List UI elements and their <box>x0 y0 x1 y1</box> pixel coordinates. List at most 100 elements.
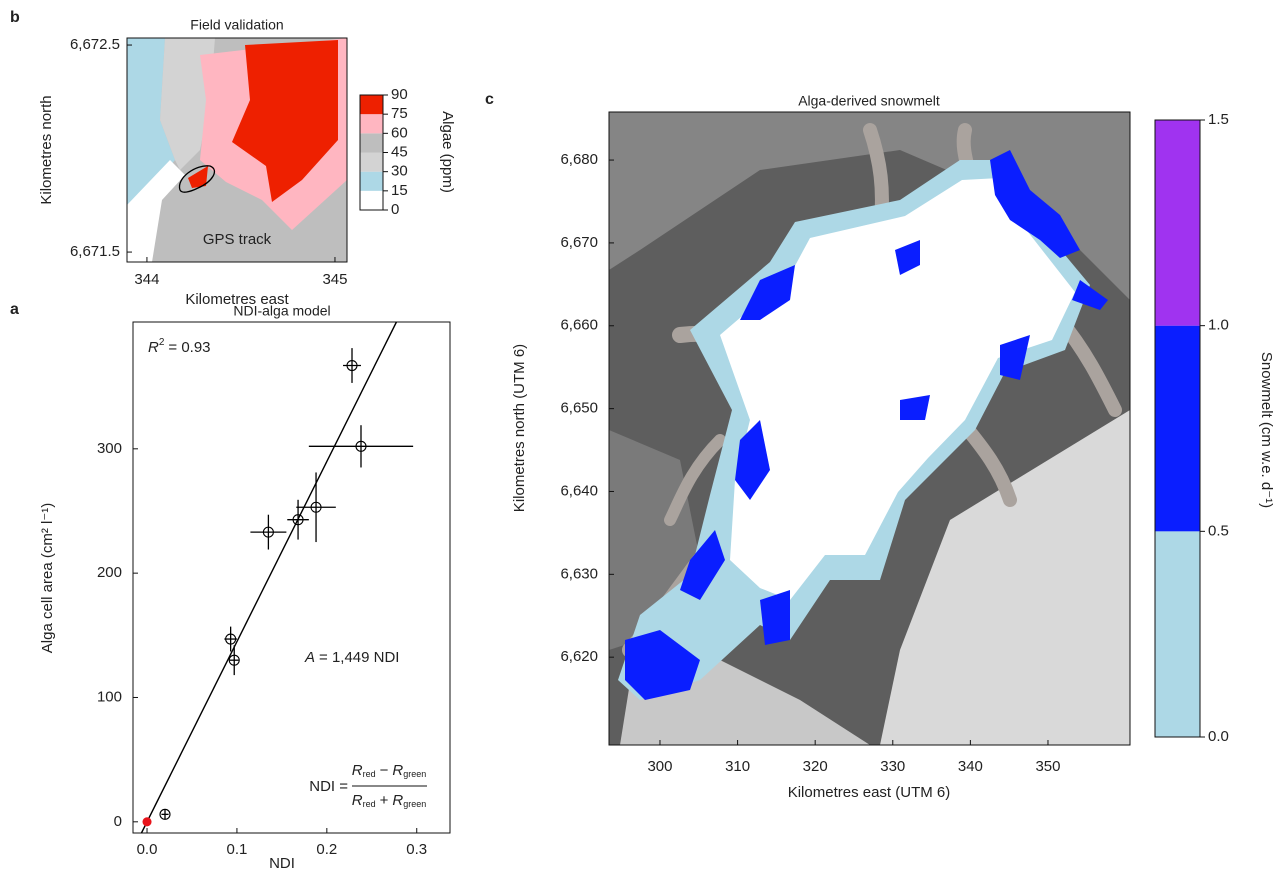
x-tick-label: 320 <box>803 758 828 775</box>
map-melt <box>680 530 725 600</box>
y-tick-label: 6,672.5 <box>70 36 120 53</box>
y-axis-label: Kilometres north <box>38 95 55 204</box>
y-tick-label: 6,680 <box>560 151 598 168</box>
colorbar-tick-label: 30 <box>391 163 408 180</box>
x-axis-label: Kilometres east (UTM 6) <box>788 784 951 801</box>
map-melt <box>1072 280 1108 310</box>
formula-denominator-part: R <box>352 792 363 809</box>
formula-lhs: NDI = <box>309 778 348 795</box>
map-fog <box>880 410 1130 745</box>
colorbar-label: Algae (ppm) <box>439 111 456 193</box>
data-point <box>159 808 171 820</box>
data-point <box>262 526 274 538</box>
map-melt <box>900 395 930 420</box>
colorbar-bin <box>360 190 383 210</box>
colorbar-bin <box>1155 120 1200 326</box>
colorbar-bin <box>360 152 383 172</box>
field-map <box>127 38 347 262</box>
annotation: GPS track <box>203 231 272 248</box>
x-axis-label: NDI <box>269 855 295 872</box>
x-tick-label: 0.1 <box>226 841 247 858</box>
map-region <box>160 38 215 170</box>
y-tick-label: 6,660 <box>560 317 598 334</box>
formula-denominator-part: green <box>403 799 426 809</box>
colorbar-tick-label: 1.5 <box>1208 111 1229 128</box>
glacier-tongue <box>664 434 726 526</box>
x-tick-label: 300 <box>647 758 672 775</box>
map-region <box>127 160 185 262</box>
map-melt <box>895 240 920 275</box>
x-tick-label: 330 <box>880 758 905 775</box>
fit-line <box>140 321 398 834</box>
colorbar-bin <box>360 95 383 115</box>
colorbar-frame <box>1154 119 1201 738</box>
colorbar-tick-label: 60 <box>391 124 408 141</box>
data-point <box>225 633 237 645</box>
y-tick-label: 6,620 <box>560 648 598 665</box>
map-melt <box>760 590 790 645</box>
colorbar-tick-label: 75 <box>391 105 408 122</box>
y-tick-label: 100 <box>97 688 122 705</box>
map-melt-high <box>625 150 1108 700</box>
map-region <box>232 40 338 202</box>
data-point <box>142 817 152 827</box>
map-region <box>188 166 208 188</box>
colorbar-tick-label: 0.0 <box>1208 728 1229 745</box>
colorbar-bin <box>360 133 383 153</box>
formula-denominator: Rred + Rgreen <box>352 792 427 809</box>
r2-label-part: = 0.93 <box>168 339 210 356</box>
data-point <box>292 514 304 526</box>
y-tick-label: 6,671.5 <box>70 243 120 260</box>
plot-frame <box>126 37 348 263</box>
x-tick-label: 350 <box>1035 758 1060 775</box>
formula-numerator-part: − <box>380 762 389 779</box>
gps-track <box>178 165 215 193</box>
formula-numerator-part: red <box>363 769 376 779</box>
x-tick-label: 0.0 <box>137 841 158 858</box>
colorbar-tick-label: 0 <box>391 201 399 218</box>
formula-numerator-part: green <box>403 769 426 779</box>
fit-label-part: = 1,449 NDI <box>319 649 399 666</box>
map-melt <box>625 630 700 700</box>
colorbar-tick-label: 90 <box>391 86 408 103</box>
r2-label: R2 = 0.93 <box>148 337 211 356</box>
map-terrain <box>609 430 700 650</box>
map-melt <box>1000 335 1030 380</box>
y-tick-label: 6,650 <box>560 400 598 417</box>
chart-title: Alga-derived snowmelt <box>798 93 940 109</box>
y-axis-label: Alga cell area (cm² l⁻¹) <box>39 503 56 653</box>
snowmelt-map <box>609 112 1130 745</box>
x-tick-label: 0.3 <box>406 841 427 858</box>
colorbar-tick-label: 1.0 <box>1208 317 1229 334</box>
x-tick-label: 310 <box>725 758 750 775</box>
chart-title: Field validation <box>190 17 283 33</box>
r2-label-part: R <box>148 339 159 356</box>
formula-numerator-part: R <box>352 762 363 779</box>
map-melt <box>735 420 770 500</box>
x-tick-label: 344 <box>134 271 159 288</box>
chart-title: NDI-alga model <box>233 303 330 319</box>
y-tick-label: 300 <box>97 440 122 457</box>
formula-numerator: Rred − Rgreen <box>352 762 427 779</box>
data-point <box>355 440 367 452</box>
formula-denominator-part: red <box>363 799 376 809</box>
x-tick-label: 345 <box>322 271 347 288</box>
plot-frame <box>132 321 451 834</box>
y-tick-label: 200 <box>97 564 122 581</box>
x-tick-label: 0.2 <box>316 841 337 858</box>
x-axis-label: Kilometres east <box>185 291 289 308</box>
colorbar-bin <box>360 171 383 191</box>
colorbar-tick-label: 15 <box>391 182 408 199</box>
fit-label: A = 1,449 NDI <box>304 649 399 666</box>
data-point <box>228 654 240 666</box>
colorbar-tick-label: 0.5 <box>1208 522 1229 539</box>
colorbar-label: Snowmelt (cm w.e. d⁻¹) <box>1258 352 1275 508</box>
x-tick-label: 340 <box>958 758 983 775</box>
y-tick-label: 6,670 <box>560 234 598 251</box>
y-tick-label: 6,630 <box>560 565 598 582</box>
map-snow <box>720 178 1075 600</box>
plot-frame <box>608 111 1131 746</box>
